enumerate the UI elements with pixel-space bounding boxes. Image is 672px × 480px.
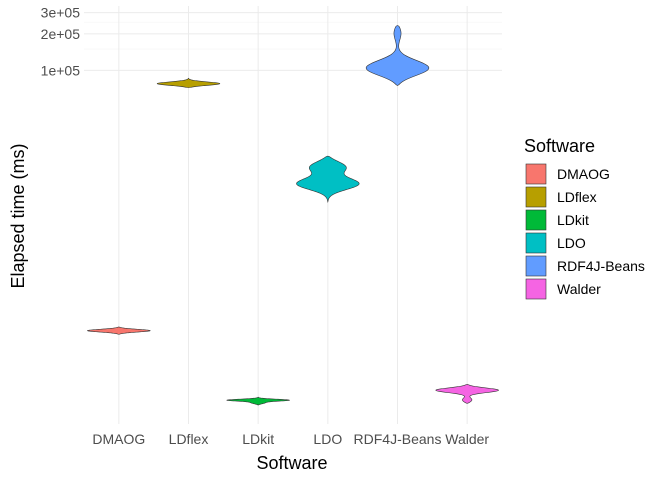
legend: Software DMAOG LDflex LDkit LDO RDF4J-Beans W… — [524, 136, 645, 300]
legend-key-rdf4j-beans — [525, 255, 547, 277]
legend-label: Walder — [557, 281, 601, 297]
violin-rdf4j-beans — [365, 25, 430, 86]
x-tick-label: RDF4J-Beans — [354, 431, 442, 447]
legend-key-walder — [525, 278, 547, 300]
violin-ldflex — [156, 77, 221, 88]
legend-label: LDO — [557, 235, 586, 251]
legend-key-ldo — [525, 232, 547, 254]
y-axis-ticks: 1e+05 2e+05 3e+05 — [41, 5, 81, 79]
legend-label: DMAOG — [557, 166, 610, 182]
violin-ldkit — [226, 396, 290, 406]
legend-label: RDF4J-Beans — [557, 258, 645, 274]
y-tick-label: 2e+05 — [41, 26, 81, 42]
x-tick-label: LDO — [313, 431, 342, 447]
legend-label: LDkit — [557, 212, 589, 228]
legend-title: Software — [524, 136, 595, 156]
legend-key-ldkit — [525, 209, 547, 231]
violin-dmaog — [87, 326, 151, 335]
legend-key-dmaog — [525, 163, 547, 185]
violin-ldo — [296, 155, 360, 204]
x-axis-title: Software — [256, 453, 327, 473]
x-tick-label: LDkit — [242, 431, 274, 447]
plot-panel — [84, 6, 502, 424]
legend-label: LDflex — [557, 189, 597, 205]
violins — [87, 25, 499, 406]
y-tick-label: 1e+05 — [41, 62, 81, 78]
x-tick-label: LDflex — [169, 431, 209, 447]
grid-lines — [84, 6, 502, 424]
x-tick-label: Walder — [445, 431, 489, 447]
y-axis-title: Elapsed time (ms) — [8, 143, 28, 288]
legend-key-ldflex — [525, 186, 547, 208]
violin-walder — [435, 384, 499, 404]
x-tick-label: DMAOG — [92, 431, 145, 447]
x-axis-ticks: DMAOG LDflex LDkit LDO RDF4J-Beans Walder — [92, 431, 489, 447]
y-tick-label: 3e+05 — [41, 5, 81, 21]
